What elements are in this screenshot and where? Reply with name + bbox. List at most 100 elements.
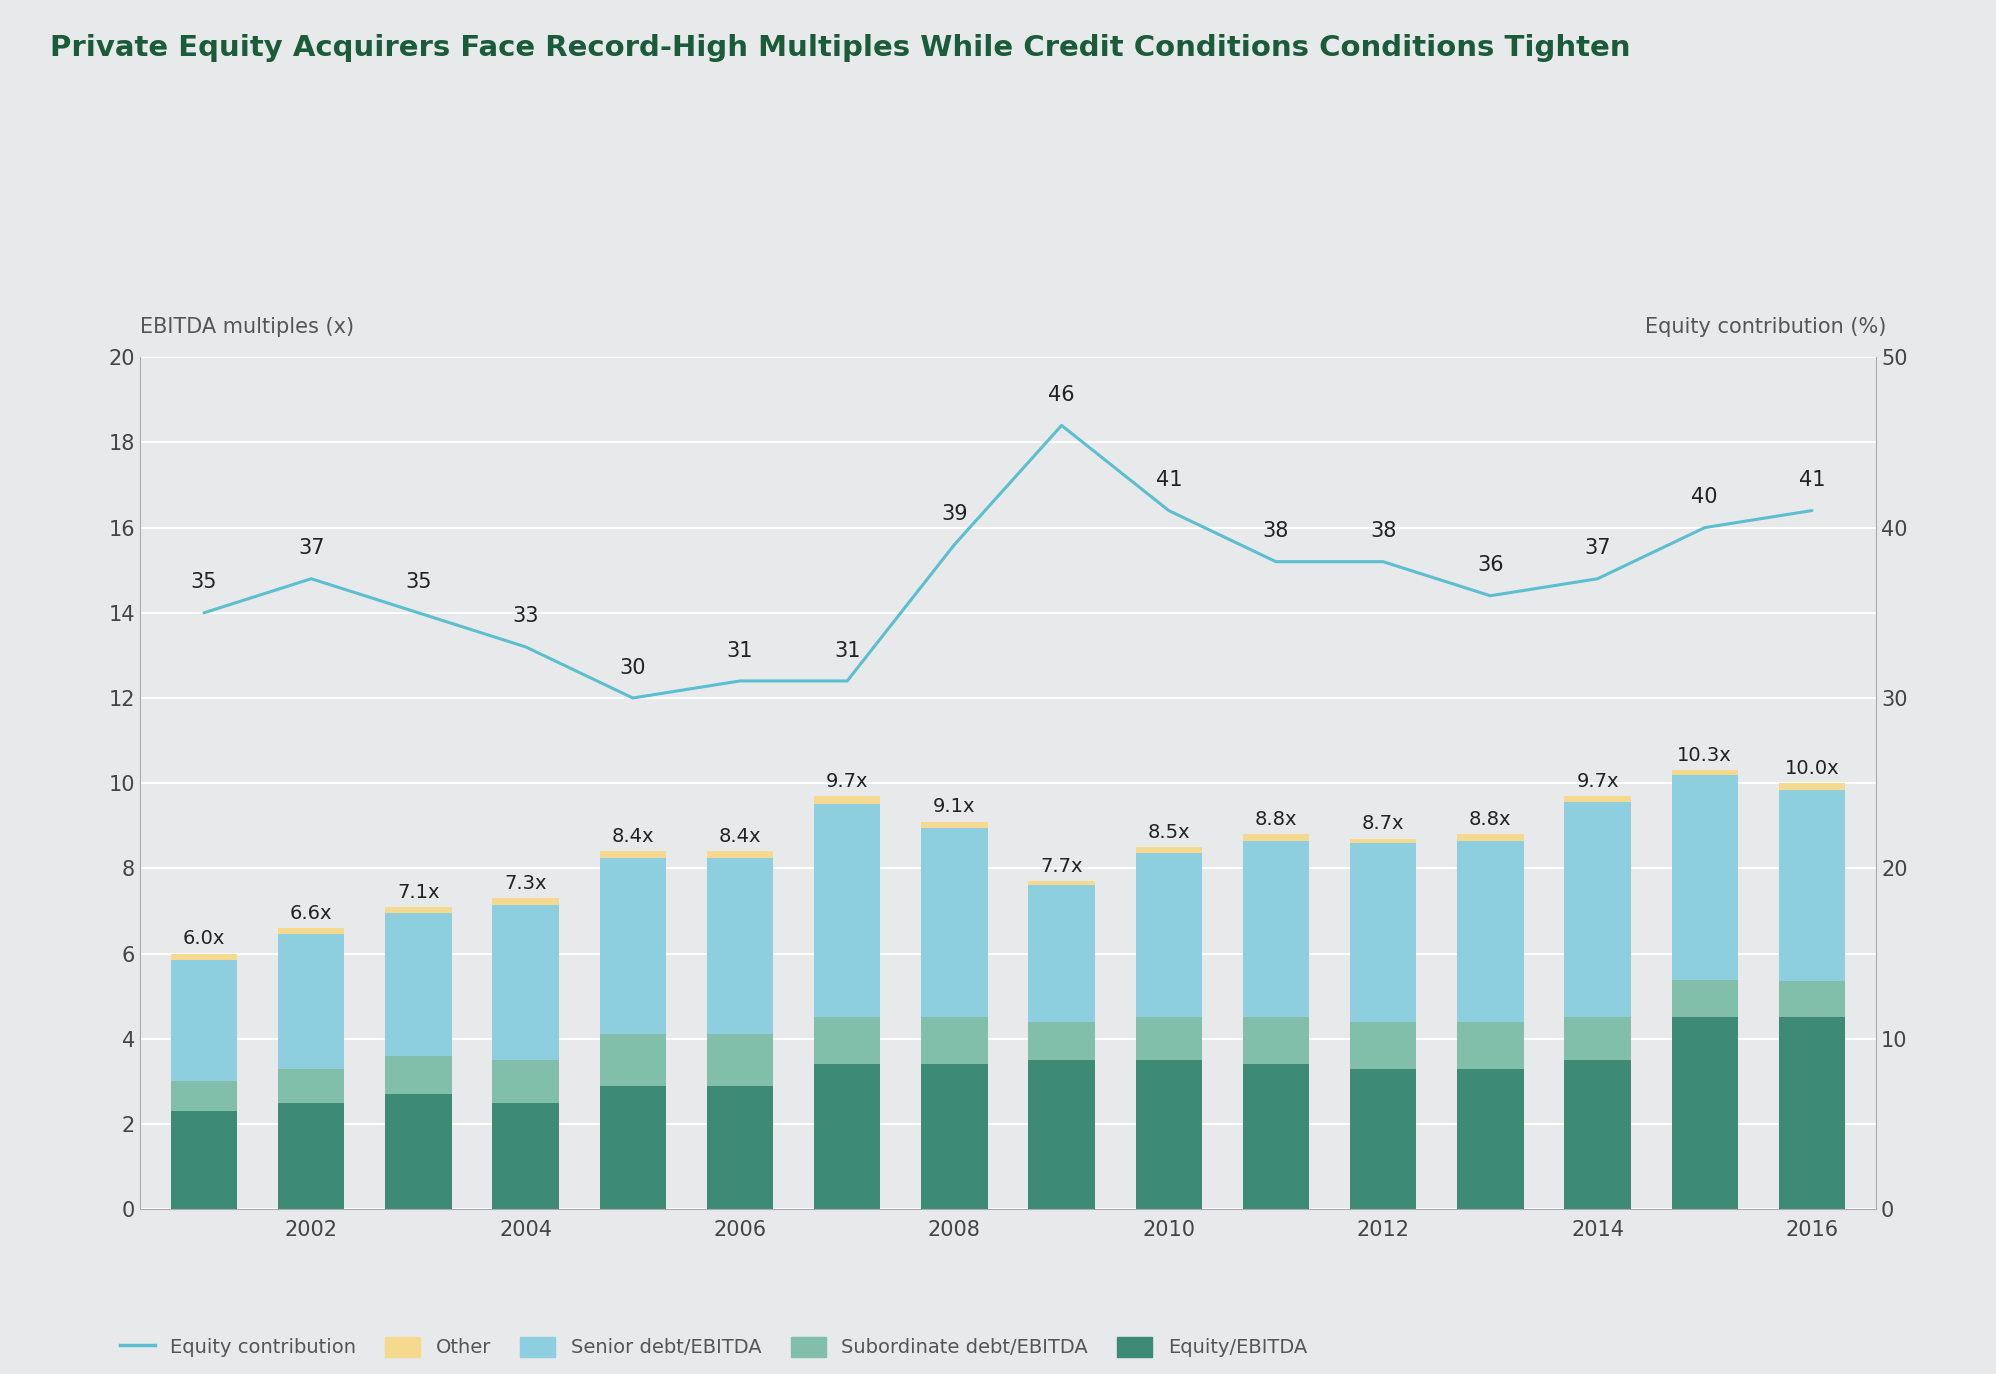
Bar bbox=[814, 796, 880, 804]
Bar bbox=[1349, 1069, 1417, 1209]
Text: 7.7x: 7.7x bbox=[1040, 857, 1082, 877]
Bar bbox=[1565, 802, 1631, 1017]
Bar bbox=[920, 1017, 988, 1065]
Text: 37: 37 bbox=[297, 539, 325, 558]
Text: 41: 41 bbox=[1798, 470, 1824, 491]
Bar bbox=[493, 899, 559, 904]
Text: 10.0x: 10.0x bbox=[1784, 758, 1838, 778]
Bar bbox=[385, 1094, 451, 1209]
Bar bbox=[920, 822, 988, 829]
Bar bbox=[814, 804, 880, 1017]
Bar bbox=[172, 1081, 238, 1112]
Bar bbox=[1136, 1061, 1202, 1209]
Text: 9.1x: 9.1x bbox=[934, 797, 976, 816]
Text: 46: 46 bbox=[1048, 385, 1076, 405]
Text: 8.5x: 8.5x bbox=[1148, 823, 1190, 842]
Bar bbox=[814, 1065, 880, 1209]
Bar bbox=[172, 960, 238, 1081]
Text: 31: 31 bbox=[834, 640, 860, 661]
Text: 6.0x: 6.0x bbox=[184, 929, 226, 948]
Bar bbox=[1136, 846, 1202, 853]
Bar bbox=[1349, 842, 1417, 1022]
Bar bbox=[814, 1017, 880, 1065]
Text: 33: 33 bbox=[513, 606, 539, 627]
Text: 10.3x: 10.3x bbox=[1677, 746, 1733, 765]
Text: 7.3x: 7.3x bbox=[505, 874, 547, 893]
Bar bbox=[1457, 841, 1523, 1022]
Bar bbox=[1457, 1022, 1523, 1069]
Bar bbox=[277, 934, 345, 1069]
Text: 41: 41 bbox=[1156, 470, 1182, 491]
Text: 8.4x: 8.4x bbox=[719, 827, 760, 846]
Text: 37: 37 bbox=[1585, 539, 1611, 558]
Bar bbox=[493, 1061, 559, 1102]
Bar bbox=[1349, 838, 1417, 842]
Text: Equity contribution (%): Equity contribution (%) bbox=[1645, 316, 1886, 337]
Bar bbox=[707, 852, 772, 857]
Legend: Equity contribution, Other, Senior debt/EBITDA, Subordinate debt/EBITDA, Equity/: Equity contribution, Other, Senior debt/… bbox=[120, 1337, 1307, 1358]
Bar bbox=[385, 1055, 451, 1094]
Bar bbox=[1244, 1065, 1309, 1209]
Bar bbox=[1778, 790, 1844, 981]
Text: 8.4x: 8.4x bbox=[611, 827, 655, 846]
Text: 9.7x: 9.7x bbox=[826, 772, 868, 791]
Text: 35: 35 bbox=[405, 573, 431, 592]
Text: 30: 30 bbox=[619, 658, 647, 677]
Bar bbox=[1028, 1061, 1094, 1209]
Bar bbox=[1778, 783, 1844, 790]
Bar bbox=[1136, 1017, 1202, 1061]
Bar bbox=[920, 829, 988, 1017]
Text: 35: 35 bbox=[192, 573, 218, 592]
Bar bbox=[1244, 841, 1309, 1017]
Text: 36: 36 bbox=[1477, 555, 1503, 576]
Text: 7.1x: 7.1x bbox=[397, 882, 439, 901]
Bar bbox=[1565, 1017, 1631, 1061]
Bar bbox=[1244, 834, 1309, 841]
Text: Private Equity Acquirers Face Record-High Multiples While Credit Conditions Cond: Private Equity Acquirers Face Record-Hig… bbox=[50, 34, 1631, 62]
Bar bbox=[599, 852, 667, 857]
Bar bbox=[1457, 834, 1523, 841]
Bar bbox=[1778, 981, 1844, 1017]
Bar bbox=[1565, 1061, 1631, 1209]
Text: 38: 38 bbox=[1369, 521, 1397, 541]
Bar bbox=[385, 914, 451, 1055]
Bar bbox=[385, 907, 451, 914]
Bar bbox=[599, 1085, 667, 1209]
Text: 9.7x: 9.7x bbox=[1577, 772, 1619, 791]
Bar bbox=[1671, 980, 1739, 1017]
Bar bbox=[493, 1102, 559, 1209]
Bar bbox=[707, 1085, 772, 1209]
Bar bbox=[1028, 881, 1094, 885]
Bar bbox=[1671, 775, 1739, 980]
Bar bbox=[1136, 853, 1202, 1017]
Bar bbox=[1028, 885, 1094, 1022]
Text: 8.8x: 8.8x bbox=[1255, 811, 1297, 829]
Text: 31: 31 bbox=[727, 640, 752, 661]
Text: 6.6x: 6.6x bbox=[289, 904, 333, 923]
Bar bbox=[707, 857, 772, 1035]
Text: 39: 39 bbox=[940, 504, 968, 525]
Text: 8.7x: 8.7x bbox=[1361, 815, 1405, 834]
Bar bbox=[1671, 771, 1739, 775]
Bar bbox=[277, 927, 345, 934]
Bar bbox=[1671, 1017, 1739, 1209]
Bar bbox=[172, 1112, 238, 1209]
Bar bbox=[1457, 1069, 1523, 1209]
Bar bbox=[599, 1035, 667, 1085]
Text: 8.8x: 8.8x bbox=[1469, 811, 1511, 829]
Bar bbox=[1028, 1022, 1094, 1061]
Bar bbox=[1778, 1017, 1844, 1209]
Bar bbox=[1565, 796, 1631, 802]
Text: EBITDA multiples (x): EBITDA multiples (x) bbox=[140, 316, 353, 337]
Bar bbox=[920, 1065, 988, 1209]
Text: 40: 40 bbox=[1691, 488, 1719, 507]
Bar bbox=[277, 1069, 345, 1102]
Bar bbox=[172, 954, 238, 960]
Bar bbox=[1244, 1017, 1309, 1065]
Bar bbox=[277, 1102, 345, 1209]
Bar bbox=[707, 1035, 772, 1085]
Text: 38: 38 bbox=[1263, 521, 1289, 541]
Bar bbox=[1349, 1022, 1417, 1069]
Bar bbox=[599, 857, 667, 1035]
Bar bbox=[493, 904, 559, 1061]
